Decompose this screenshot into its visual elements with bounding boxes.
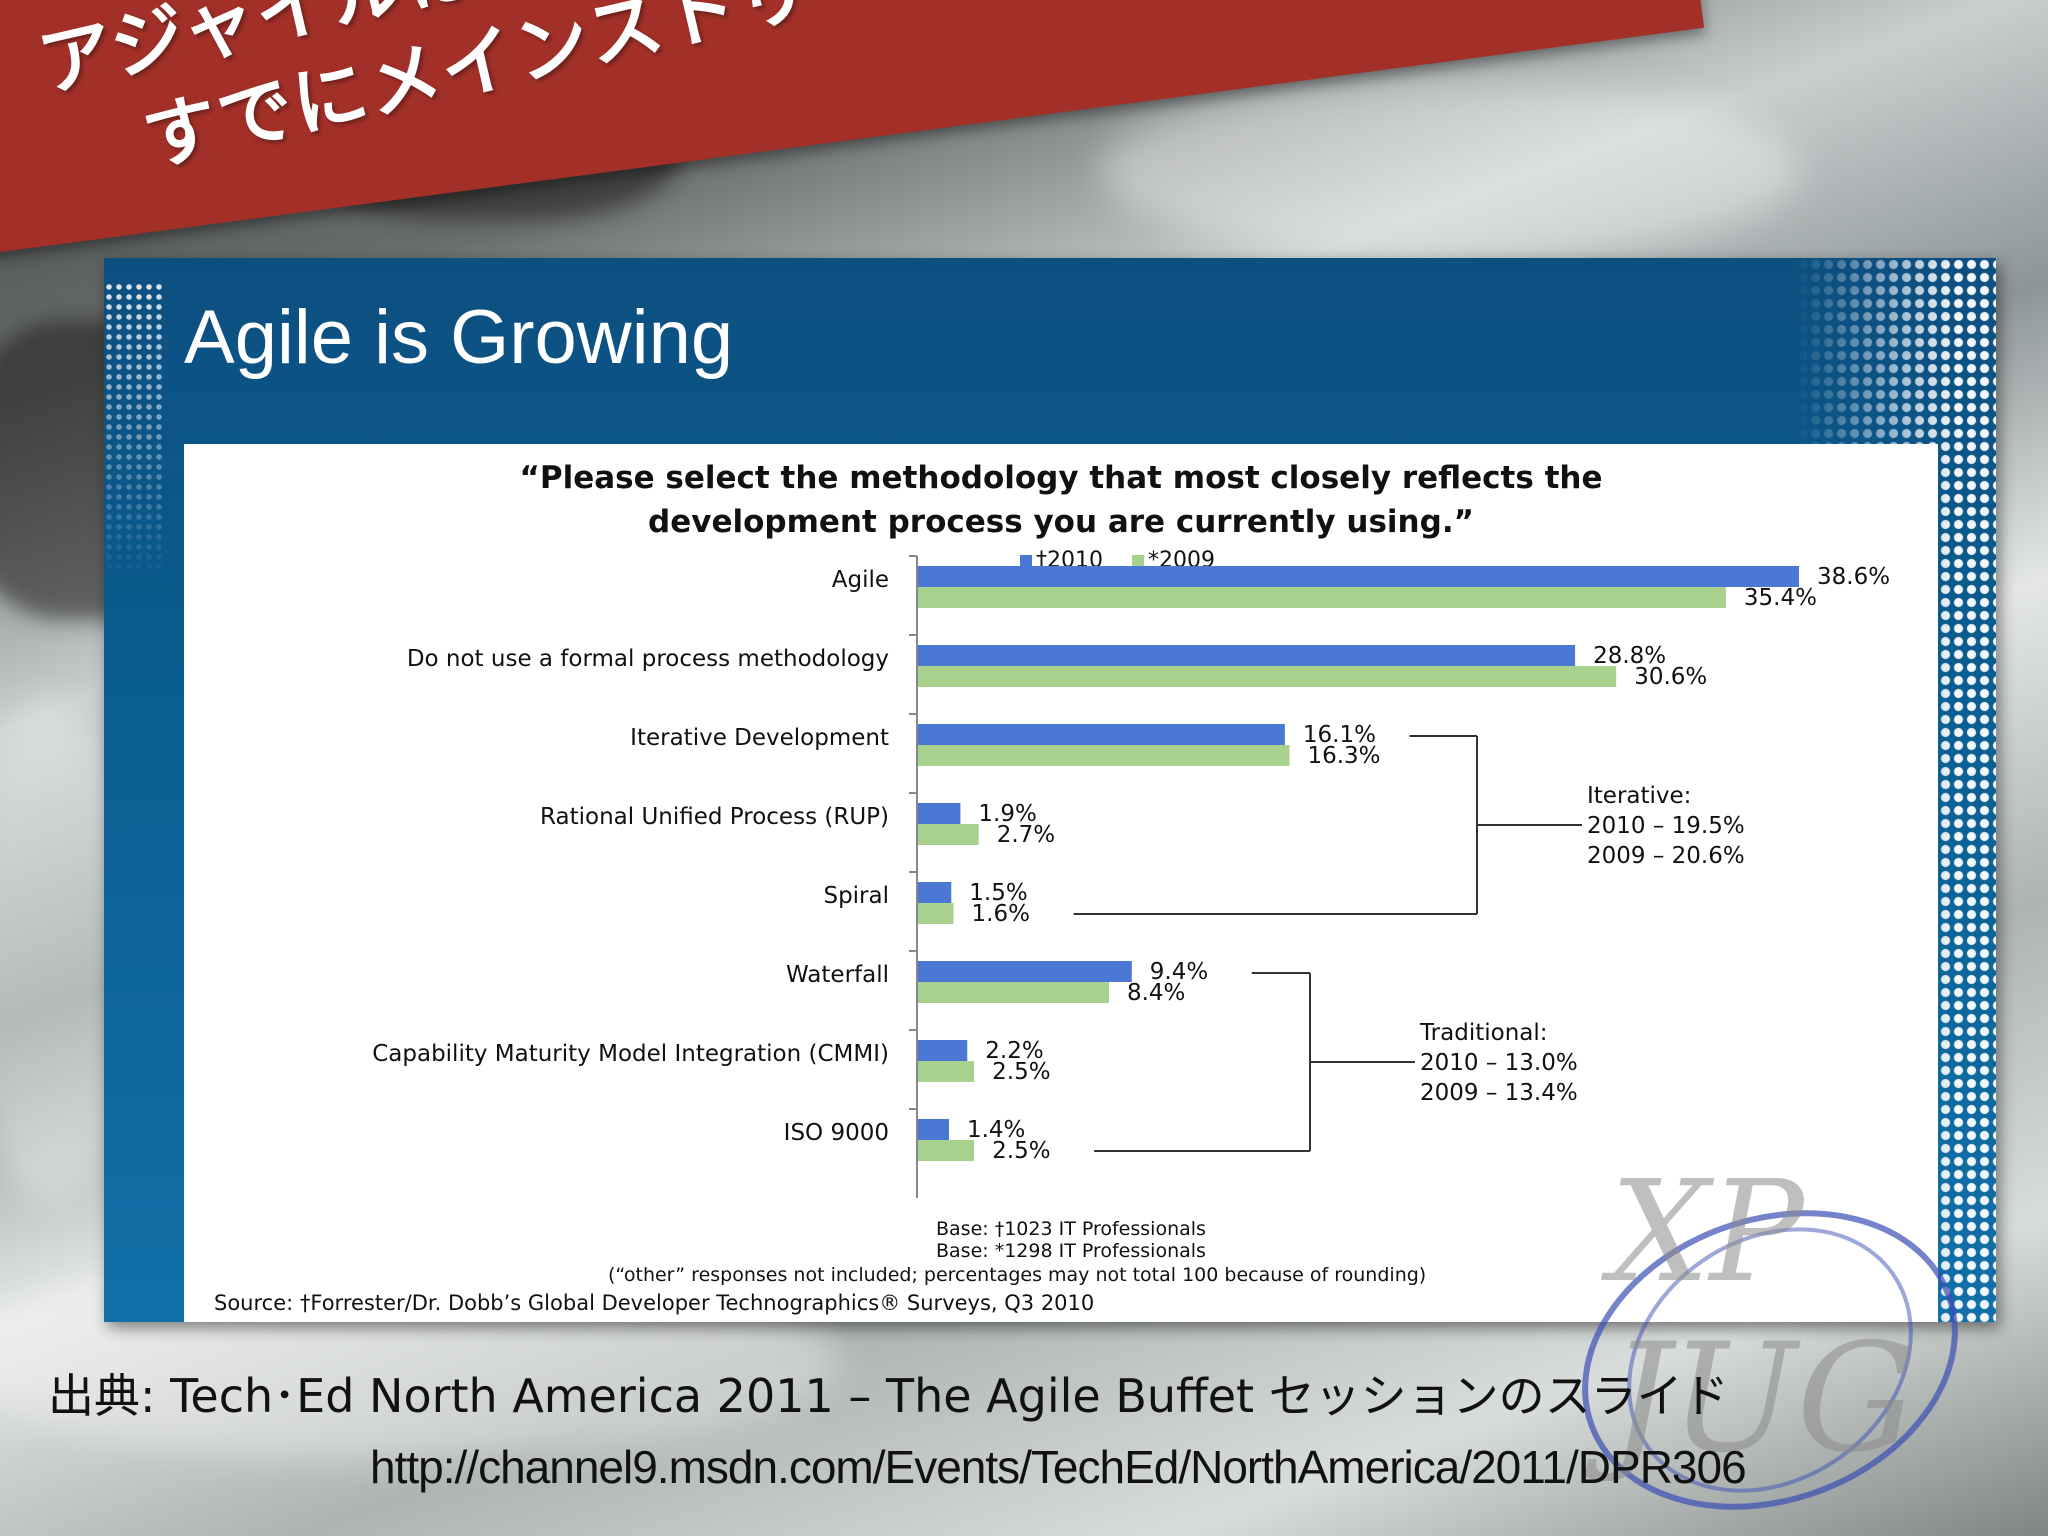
data-label: 28.8% (1593, 643, 1666, 669)
category-label: ISO 9000 (784, 1120, 889, 1146)
source-url: http://channel9.msdn.com/Events/TechEd/N… (370, 1441, 1747, 1493)
slide-title: Agile is Growing (184, 295, 734, 380)
data-label: 2.2% (985, 1038, 1043, 1064)
category-label: Do not use a formal process methodology (407, 646, 889, 672)
bar-2009 (917, 1061, 975, 1082)
legend-swatch (1020, 555, 1032, 567)
data-label: 38.6% (1817, 564, 1890, 590)
background-water (1100, 80, 1800, 260)
category-label: Agile (832, 567, 889, 593)
chart-note: Base: †1023 IT Professionals (936, 1218, 1206, 1240)
chart-note: Base: *1298 IT Professionals (936, 1240, 1206, 1262)
group-annotation: 2010 – 19.5% (1587, 813, 1745, 839)
bar-2010 (917, 1119, 949, 1140)
xpjug-logo: XP JUG (1540, 1130, 2010, 1510)
slide-dots-decoration (104, 282, 164, 582)
data-label: 30.6% (1634, 664, 1707, 690)
data-label: 1.9% (978, 801, 1036, 827)
bar-2009 (917, 666, 1617, 687)
data-label: 35.4% (1744, 585, 1817, 611)
data-label: 2.5% (992, 1138, 1050, 1164)
chart-panel: “Please select the methodology that most… (184, 444, 1938, 1322)
bar-2010 (917, 961, 1132, 982)
legend-swatch (1132, 555, 1144, 567)
bar-2009 (917, 587, 1726, 608)
group-annotation: 2009 – 20.6% (1587, 843, 1745, 869)
bar-2009 (917, 903, 954, 924)
bar-2010 (917, 1040, 968, 1061)
chart-note: (“other” responses not included; percent… (608, 1264, 1426, 1286)
chart-source: Source: †Forrester/Dr. Dobb’s Global Dev… (214, 1291, 1094, 1315)
category-label: Waterfall (786, 962, 889, 988)
logo-text-jug: JUG (1584, 1312, 1916, 1486)
category-label: Capability Maturity Model Integration (C… (372, 1041, 889, 1067)
group-annotation: Iterative: (1587, 783, 1691, 809)
group-annotation: Traditional: (1419, 1020, 1548, 1046)
logo-text-xp: XP (1600, 1151, 1807, 1314)
bar-2009 (917, 745, 1290, 766)
bar-2009 (917, 982, 1109, 1003)
category-label: Iterative Development (630, 725, 889, 751)
chart-title-line: “Please select the methodology that most… (519, 460, 1602, 496)
data-label: 8.4% (1127, 980, 1185, 1006)
data-label: 16.1% (1303, 722, 1376, 748)
bar-2010 (917, 803, 961, 824)
group-annotation: 2009 – 13.4% (1420, 1080, 1578, 1106)
bar-2010 (917, 645, 1576, 666)
data-label: 2.5% (992, 1059, 1050, 1085)
bar-2010 (917, 724, 1285, 745)
bar-2010 (917, 566, 1800, 587)
group-annotation: 2010 – 13.0% (1420, 1050, 1578, 1076)
category-label: Rational Unified Process (RUP) (540, 804, 889, 830)
data-label: 1.4% (967, 1117, 1025, 1143)
bar-2010 (917, 882, 952, 903)
source-caption: 出典: Tech･Ed North America 2011 – The Agi… (48, 1369, 1729, 1423)
data-label: 2.7% (997, 822, 1055, 848)
slide-image: Agile is Growing “Please select the meth… (104, 258, 1996, 1322)
data-label: 16.3% (1307, 743, 1380, 769)
chart-title-line: development process you are currently us… (648, 504, 1474, 540)
data-label: 1.6% (972, 901, 1030, 927)
bar-2009 (917, 824, 979, 845)
category-label: Spiral (823, 883, 889, 909)
data-label: 1.5% (969, 880, 1027, 906)
bar-2009 (917, 1140, 975, 1161)
data-label: 9.4% (1150, 959, 1208, 985)
bar-chart: “Please select the methodology that most… (214, 460, 1890, 1315)
